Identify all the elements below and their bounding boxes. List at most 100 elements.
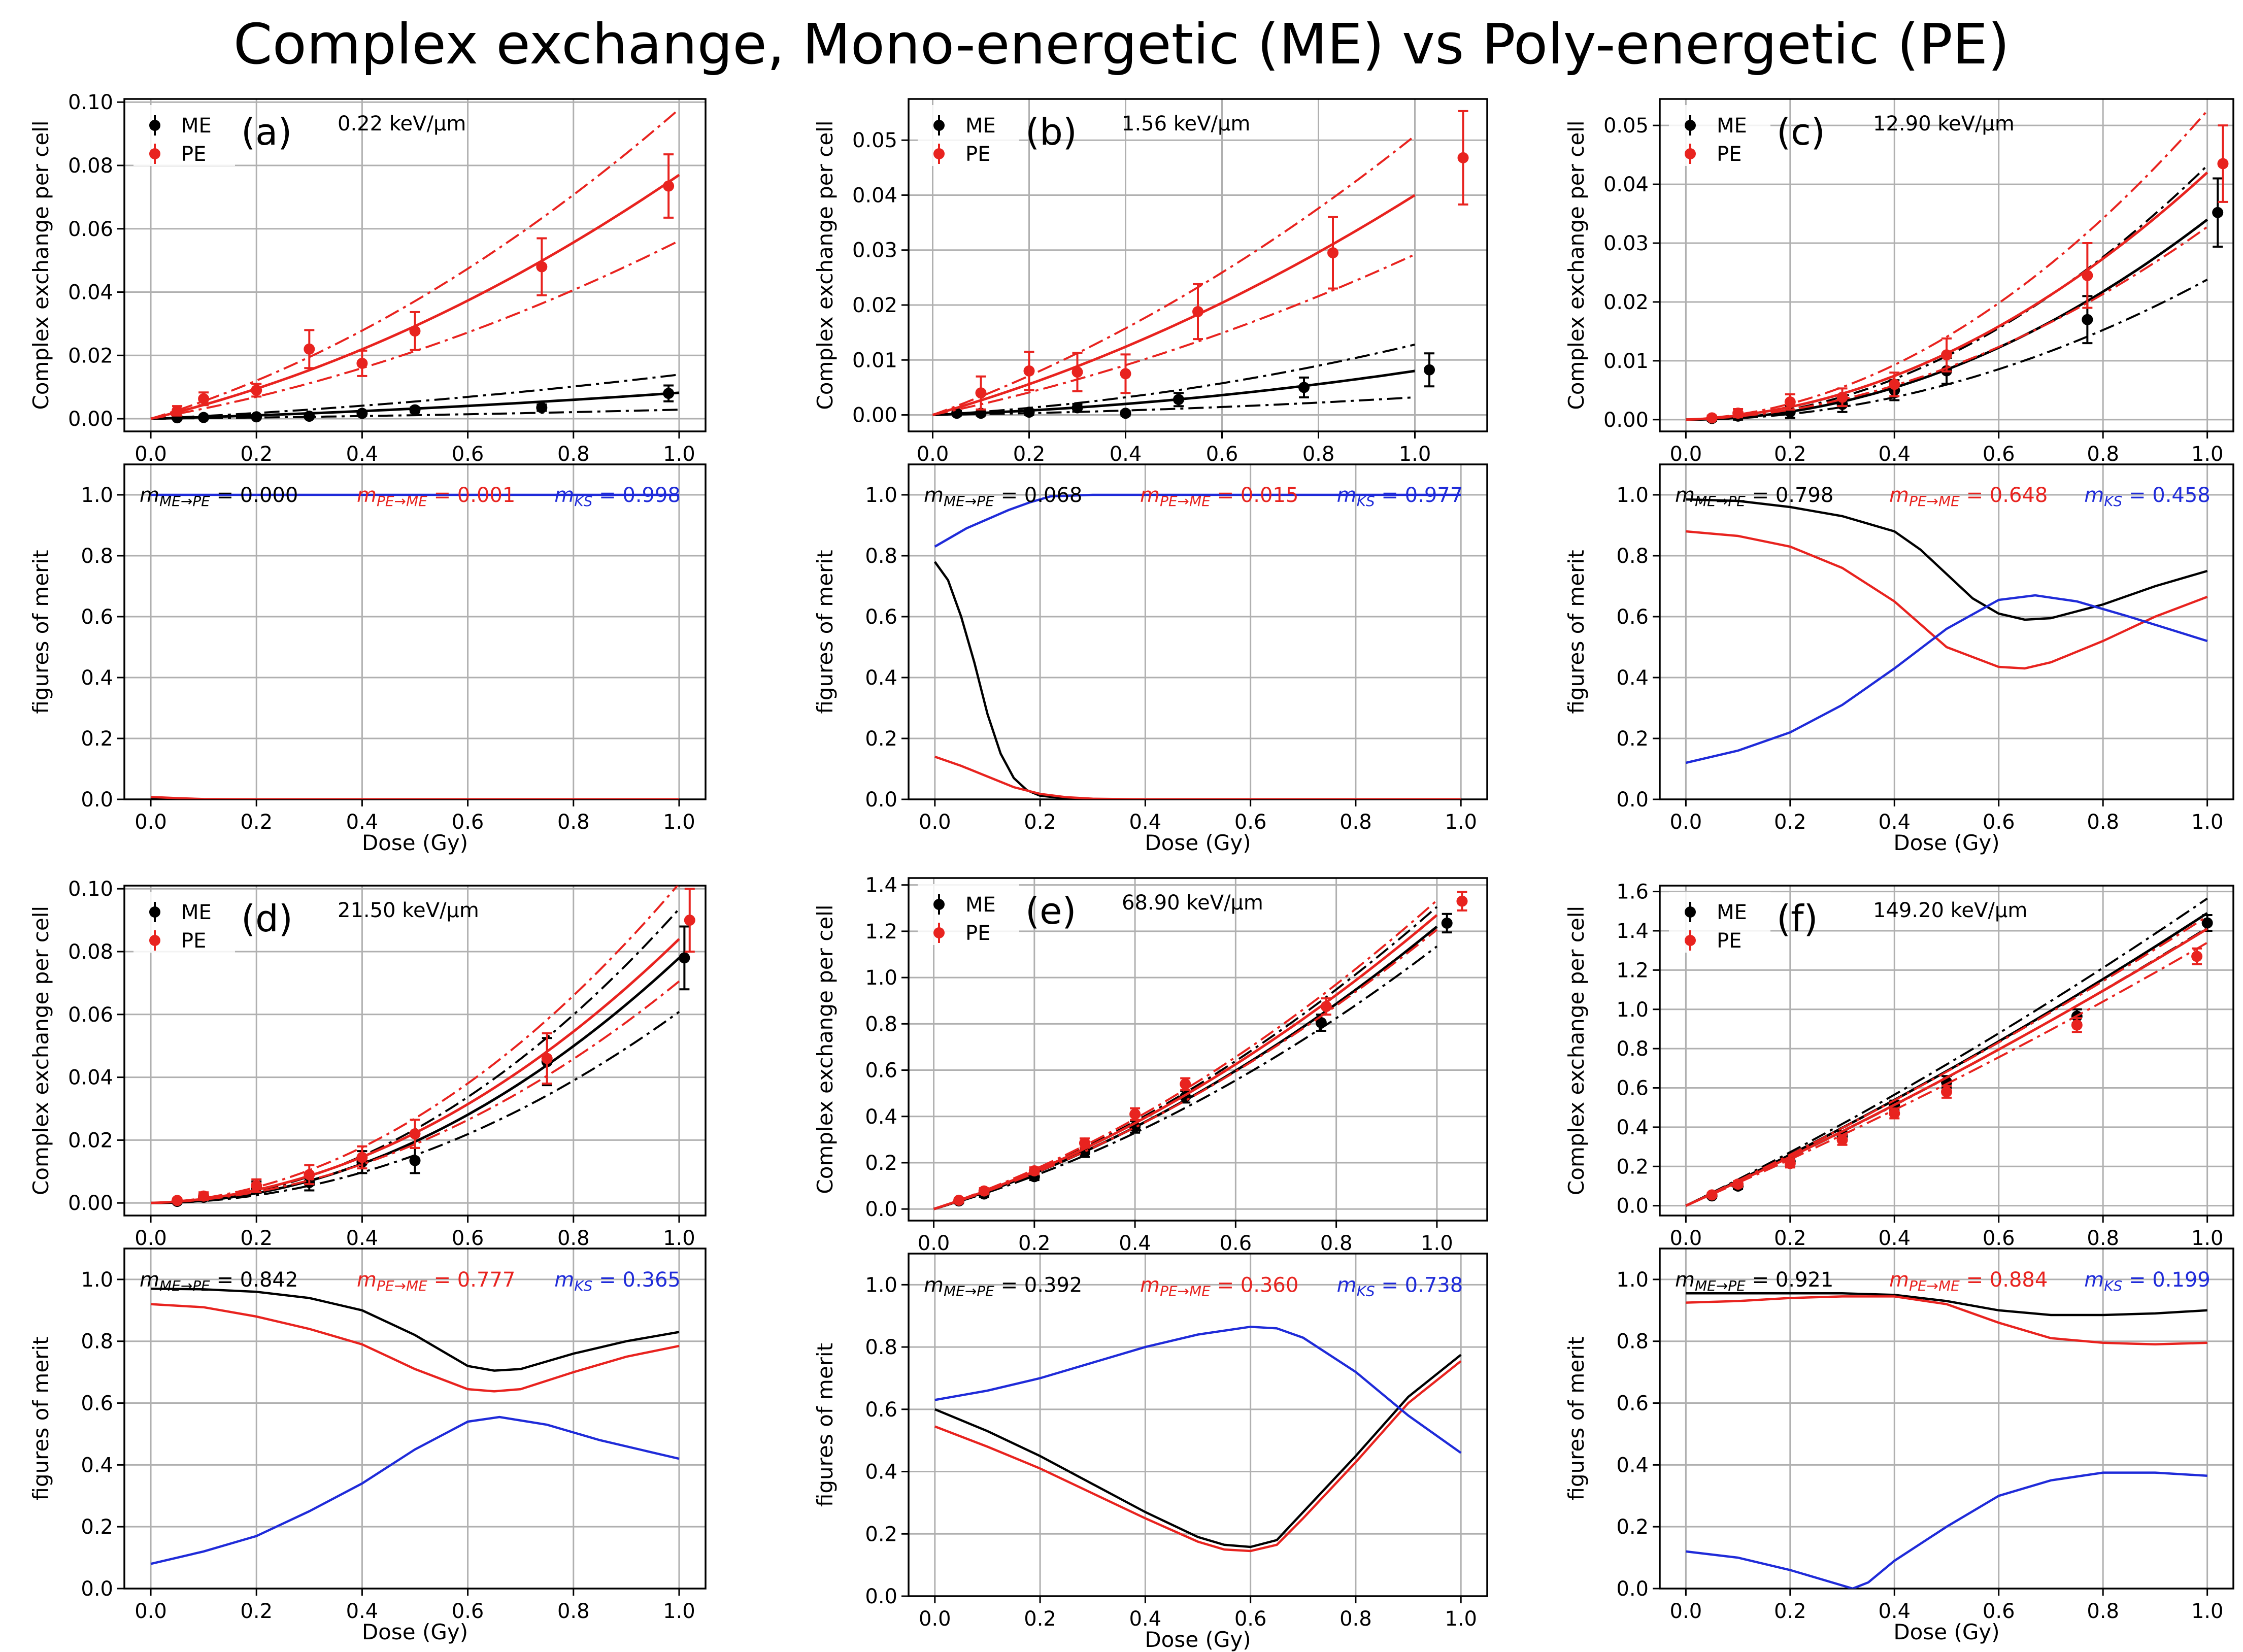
plot-area: [150, 493, 679, 799]
data-point-pe: [1836, 1134, 1848, 1146]
merit-annotation-ks: mKS = 0.458: [2084, 484, 2211, 510]
merit-subscript: ME→PE: [1695, 493, 1746, 510]
legend-marker: [1685, 120, 1696, 131]
data-point-me: [1120, 408, 1131, 419]
legend-marker: [1685, 935, 1696, 946]
top-frame: [1659, 885, 2234, 1217]
x-tick-label: 0.0: [919, 1607, 951, 1631]
data-point-pe: [409, 325, 421, 337]
data-point-me: [2201, 917, 2213, 929]
y-tick-label: 0.0: [1616, 788, 1649, 812]
bottom-grid: [117, 1249, 706, 1596]
band-upper-pe: [932, 134, 1416, 416]
y-tick-label: 0.4: [865, 666, 897, 690]
x-tick-label: 0.2: [240, 443, 273, 466]
merit-symbol: m: [1140, 1273, 1160, 1297]
band-lower-pe: [932, 253, 1416, 416]
y-tick-label: 0.2: [1616, 1515, 1649, 1539]
data-point-pe: [356, 357, 368, 369]
merit-annotations: mME→PE = 0.392 mPE→ME = 0.360 mKS = 0.738: [924, 1273, 1463, 1299]
x-tick-label: 1.0: [1445, 811, 1477, 834]
bottom-grid: [1653, 1249, 2233, 1596]
y-tick-label: 0.00: [1603, 409, 1649, 432]
merit-annotation-pe_me: mPE→ME = 0.648: [1889, 484, 2048, 510]
legend: ME PE: [918, 105, 1019, 166]
y-tick-label: 0.6: [81, 605, 113, 629]
merit-annotation-pe_me: mPE→ME = 0.001: [357, 484, 515, 510]
y-tick-label: 0.04: [852, 184, 897, 207]
legend: ME PE: [1669, 105, 1770, 166]
data-point-pe: [1836, 391, 1848, 403]
x-tick-label: 0.0: [135, 811, 167, 834]
y-axis-label: Complex exchange per cell: [1564, 906, 1589, 1195]
merit-symbol: m: [1889, 484, 1909, 507]
merit-value: = 0.458: [2122, 484, 2210, 507]
x-tick-label: 0.6: [1983, 1227, 2015, 1250]
y-tick-label: 0.0: [1616, 1577, 1649, 1601]
merit-subscript: KS: [1357, 493, 1375, 510]
merit-annotation-pe_me: mPE→ME = 0.015: [1140, 484, 1298, 510]
panel-a: 0.0 0.2 0.4 0.6 0.8 1.0 0.00 0.02 0.04 0.06 0.08 0.…: [28, 91, 707, 855]
data-point-pe: [251, 1180, 262, 1192]
legend-label: PE: [181, 143, 206, 166]
data-point-pe: [1120, 368, 1131, 380]
data-point-me: [1441, 917, 1453, 929]
y-axis-label: figures of merit: [28, 1336, 53, 1500]
merit-subscript: ME→PE: [159, 1277, 210, 1294]
x-tick-label: 0.0: [135, 443, 167, 466]
data-point-pe: [1889, 1107, 1900, 1119]
x-tick-label: 0.2: [1774, 443, 1806, 466]
legend-label: ME: [181, 901, 212, 924]
merit-subscript: KS: [1357, 1283, 1375, 1299]
x-tick-label: 0.8: [1340, 1607, 1372, 1631]
fit-line-pe: [933, 914, 1438, 1210]
merit-symbol: m: [1337, 484, 1357, 507]
x-tick-label: 0.8: [1340, 811, 1372, 834]
bottom-grid: [901, 1254, 1487, 1603]
legend-marker: [933, 120, 945, 131]
panel-f-bottom-plot: 0.0 0.2 0.4 0.6 0.8 1.00.00.20.40.60.81.0 mME→…: [1564, 1248, 2234, 1644]
y-tick-label: 0.4: [81, 1454, 113, 1477]
merit-value: = 0.738: [1375, 1273, 1463, 1297]
y-tick-label: 0.4: [865, 1461, 897, 1484]
top-frame: [1659, 98, 2234, 432]
bottom-frame: [123, 1248, 707, 1590]
merit-subscript: PE→ME: [1160, 493, 1211, 510]
data-point-me: [2082, 314, 2093, 325]
merit-symbol: m: [140, 1268, 159, 1292]
merit-value: = 0.998: [592, 484, 680, 507]
y-axis-label: figures of merit: [813, 550, 838, 714]
y-tick-label: 0.8: [865, 545, 897, 568]
data-point-pe: [198, 393, 210, 404]
panel-label: (b): [1025, 111, 1077, 153]
x-tick-label: 0.2: [240, 1600, 273, 1623]
x-tick-label: 0.4: [1129, 811, 1162, 834]
y-tick-label: 0.6: [81, 1392, 113, 1415]
data-point-me: [409, 1155, 421, 1166]
x-tick-label: 1.0: [2191, 443, 2224, 466]
y-tick-label: 0.6: [1616, 605, 1649, 629]
legend-marker: [933, 927, 945, 938]
merit-subscript: PE→ME: [1160, 1283, 1211, 1299]
panel-label: (f): [1777, 897, 1818, 940]
x-tick-label: 0.8: [557, 443, 590, 466]
x-tick-label: 0.4: [1119, 1232, 1151, 1255]
x-tick-label: 1.0: [663, 443, 695, 466]
let-label: 21.50 keV/µm: [338, 899, 479, 922]
data-point-pe: [1072, 366, 1083, 378]
x-tick-label: 1.0: [2191, 1227, 2224, 1250]
x-axis-label: Dose (Gy): [1145, 1627, 1251, 1652]
y-tick-label: 1.6: [1616, 881, 1649, 904]
y-tick-label: 0.8: [1616, 1037, 1649, 1061]
band-lower-pe: [1685, 941, 2208, 1207]
data-point-pe: [1732, 408, 1744, 419]
data-point-pe: [1941, 1086, 1952, 1098]
y-tick-label: 0.8: [81, 1330, 113, 1354]
merit-annotation-me_pe: mME→PE = 0.392: [924, 1273, 1082, 1299]
y-tick-label: 0.02: [1603, 291, 1649, 314]
x-tick-label: 0.4: [346, 1227, 379, 1250]
x-tick-label: 0.0: [1670, 1227, 1702, 1250]
y-tick-label: 0.02: [68, 1129, 113, 1152]
data-point-pe: [172, 405, 183, 417]
y-tick-label: 0.2: [865, 727, 897, 751]
